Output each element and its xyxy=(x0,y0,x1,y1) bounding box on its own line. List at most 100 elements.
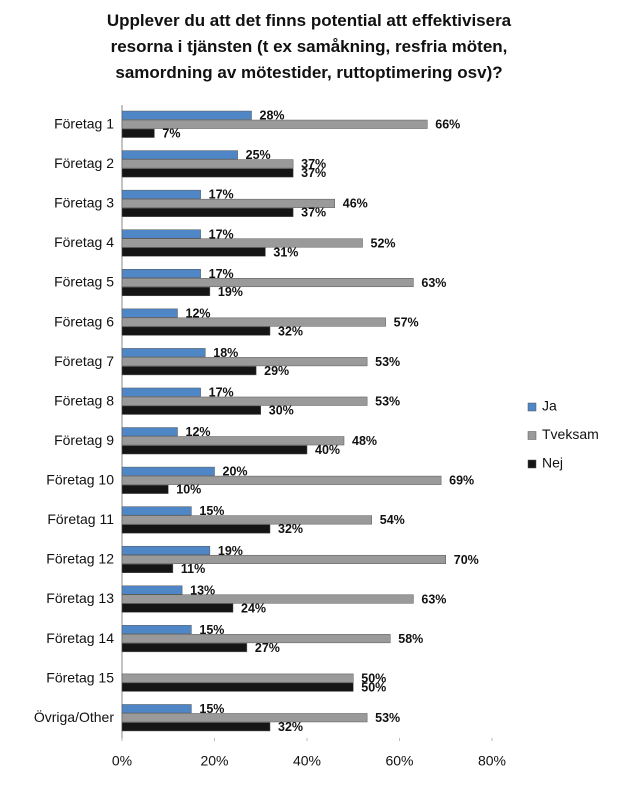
value-label: 17% xyxy=(209,386,234,400)
value-label: 32% xyxy=(278,324,303,338)
bar xyxy=(121,594,414,604)
y-tick-label: Företag 1 xyxy=(54,115,114,131)
bar xyxy=(121,585,183,595)
bar xyxy=(121,722,271,732)
value-label: 32% xyxy=(278,720,303,734)
bar xyxy=(121,673,354,683)
bar xyxy=(121,445,308,455)
bar xyxy=(121,168,294,178)
y-tick-label: Företag 4 xyxy=(54,234,114,250)
bar xyxy=(121,603,234,613)
value-label: 37% xyxy=(301,206,326,220)
bar xyxy=(121,466,215,476)
x-tick-label: 40% xyxy=(293,753,321,769)
value-label: 53% xyxy=(375,355,400,369)
bar xyxy=(121,357,368,367)
value-label: 53% xyxy=(375,395,400,409)
value-label: 15% xyxy=(199,504,224,518)
value-label: 19% xyxy=(218,285,243,299)
bar xyxy=(121,278,414,288)
value-label: 10% xyxy=(176,483,201,497)
value-label: 27% xyxy=(255,641,280,655)
bar xyxy=(121,269,201,279)
value-label: 17% xyxy=(209,227,234,241)
y-tick-label: Företag 2 xyxy=(54,155,114,171)
legend-label: Ja xyxy=(542,398,557,414)
bar xyxy=(121,625,192,635)
y-tick-label: Företag 11 xyxy=(47,511,114,527)
value-label: 52% xyxy=(371,236,396,250)
value-label: 63% xyxy=(421,276,446,290)
bar xyxy=(121,317,386,327)
legend-label: Tveksam xyxy=(542,426,599,442)
bar xyxy=(121,436,345,446)
value-label: 24% xyxy=(241,601,266,615)
value-label: 46% xyxy=(343,197,368,211)
bar xyxy=(121,484,169,494)
bar xyxy=(121,387,201,397)
bar xyxy=(121,475,442,485)
bar xyxy=(121,229,201,239)
bar xyxy=(121,506,192,516)
bar xyxy=(121,159,294,169)
value-label: 54% xyxy=(380,513,405,527)
bar xyxy=(121,545,211,555)
value-label: 17% xyxy=(209,267,234,281)
bar xyxy=(121,713,368,723)
value-label: 31% xyxy=(273,245,298,259)
value-label: 50% xyxy=(361,671,386,685)
value-label: 37% xyxy=(301,157,326,171)
value-label: 13% xyxy=(190,583,215,597)
legend-swatch xyxy=(527,402,537,412)
value-label: 32% xyxy=(278,522,303,536)
bar xyxy=(121,634,391,644)
bar xyxy=(121,326,271,336)
bar xyxy=(121,128,155,138)
y-tick-label: Företag 6 xyxy=(54,313,114,329)
legend-label: Nej xyxy=(542,455,563,471)
y-tick-label: Företag 9 xyxy=(54,432,114,448)
bar xyxy=(121,189,201,199)
y-tick-label: Företag 7 xyxy=(54,353,114,369)
value-label: 15% xyxy=(199,702,224,716)
value-label: 30% xyxy=(269,404,294,418)
bar xyxy=(121,110,252,120)
value-label: 25% xyxy=(246,148,271,162)
bar xyxy=(121,308,178,318)
bar xyxy=(121,238,363,248)
value-label: 29% xyxy=(264,364,289,378)
legend-swatch xyxy=(527,431,537,440)
value-label: 7% xyxy=(162,127,180,141)
y-tick-label: Företag 15 xyxy=(46,669,114,685)
value-label: 28% xyxy=(260,109,285,123)
y-tick-label: Företag 12 xyxy=(46,551,114,567)
bar xyxy=(121,119,428,129)
x-tick-label: 80% xyxy=(478,753,506,769)
bar xyxy=(121,427,178,437)
bar xyxy=(121,287,211,297)
value-label: 40% xyxy=(315,443,340,457)
value-label: 66% xyxy=(435,118,460,132)
bar xyxy=(121,682,354,692)
value-label: 19% xyxy=(218,544,243,558)
value-label: 58% xyxy=(398,632,423,646)
bar xyxy=(121,366,257,376)
y-tick-label: Företag 14 xyxy=(46,630,114,646)
y-tick-label: Företag 3 xyxy=(54,195,114,211)
value-label: 53% xyxy=(375,711,400,725)
value-label: 69% xyxy=(449,474,474,488)
bar xyxy=(121,405,261,415)
bar xyxy=(121,207,294,217)
legend-swatch xyxy=(527,459,537,469)
bar xyxy=(121,348,206,358)
value-label: 70% xyxy=(454,553,479,567)
x-tick-label: 0% xyxy=(112,753,132,769)
x-tick-label: 20% xyxy=(200,753,228,769)
value-label: 37% xyxy=(301,166,326,180)
value-label: 63% xyxy=(421,592,446,606)
bar xyxy=(121,563,174,573)
value-label: 12% xyxy=(186,425,211,439)
value-label: 11% xyxy=(181,562,205,576)
